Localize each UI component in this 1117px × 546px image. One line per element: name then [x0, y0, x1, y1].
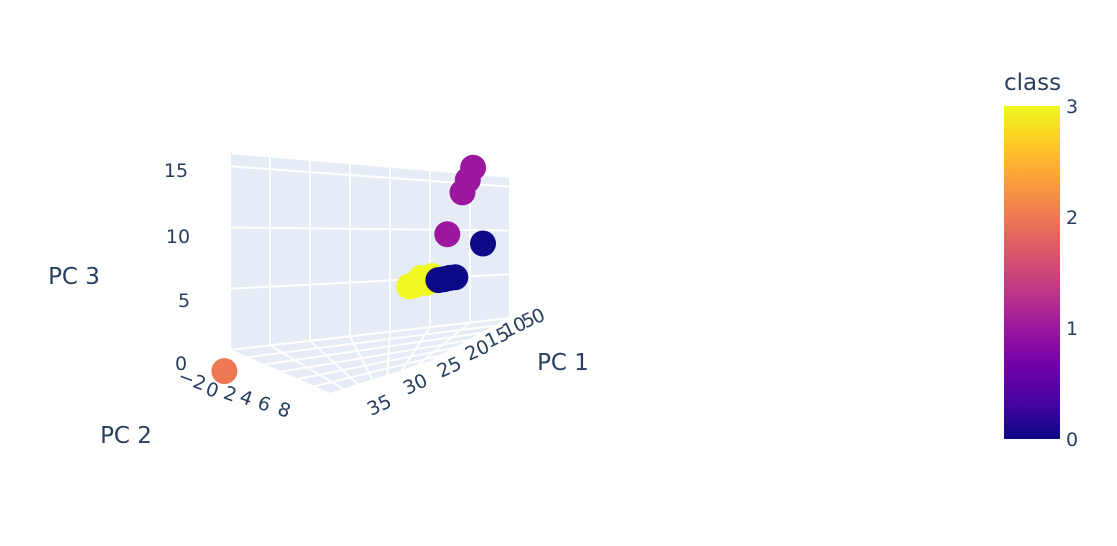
y-tick-label: 4: [237, 386, 256, 411]
axis-titles: PC 1 PC 2 PC 3: [48, 264, 589, 449]
gridline-floor: [400, 326, 431, 372]
z-tick-label: 5: [178, 290, 190, 312]
gridline-floor: [269, 344, 345, 391]
colorbar-tick-label: 3: [1066, 96, 1078, 118]
data-point-class-2[interactable]: [211, 358, 238, 385]
colorbar-title: class: [1004, 70, 1061, 96]
x-tick-label: 35: [364, 390, 395, 420]
gridline-floor: [386, 331, 391, 376]
y-tick-label: −2: [175, 365, 209, 395]
gridline-floor: [349, 335, 374, 381]
gridline-back-horizontal: [229, 226, 511, 232]
z-tick-label: 15: [164, 160, 188, 182]
gridline-floor: [415, 321, 471, 368]
colorbar-tick-label: 2: [1066, 207, 1078, 229]
colorbar-tick-label: 1: [1066, 318, 1078, 340]
colorbar: class 0 1 2 3: [1004, 70, 1078, 451]
x-axis-title: PC 1: [537, 350, 589, 376]
gridline-floor: [229, 349, 331, 395]
data-point-class-1[interactable]: [460, 154, 487, 181]
gridline-floor: [296, 346, 457, 381]
y-tick-label: 6: [255, 392, 274, 417]
gridline-floor: [329, 361, 431, 395]
data-point-class-1[interactable]: [434, 221, 461, 248]
x-tick-label: 30: [400, 369, 431, 399]
gridline-floor: [263, 331, 484, 366]
y-tick-label: 2: [221, 382, 240, 407]
gridline-floor: [246, 324, 497, 359]
gridline-floor: [313, 353, 444, 388]
z-tick-label: 0: [175, 353, 187, 375]
colorbar-gradient: [1004, 106, 1060, 439]
z-axis-title: PC 3: [48, 264, 100, 290]
data-point-class-0[interactable]: [470, 230, 496, 257]
gridline-floor: [309, 340, 360, 386]
y-tick-label: 8: [275, 398, 294, 423]
gridline-floor: [429, 317, 511, 363]
y-axis-title: PC 2: [100, 423, 152, 449]
gridline-floor: [229, 317, 511, 351]
colorbar-ticks: 0 1 2 3: [1066, 96, 1078, 451]
data-point-class-0[interactable]: [436, 264, 463, 291]
back-wall: [230, 154, 510, 350]
z-tick-label: 10: [166, 226, 190, 248]
gridline-floor: [279, 339, 471, 373]
colorbar-tick-label: 0: [1066, 429, 1078, 451]
